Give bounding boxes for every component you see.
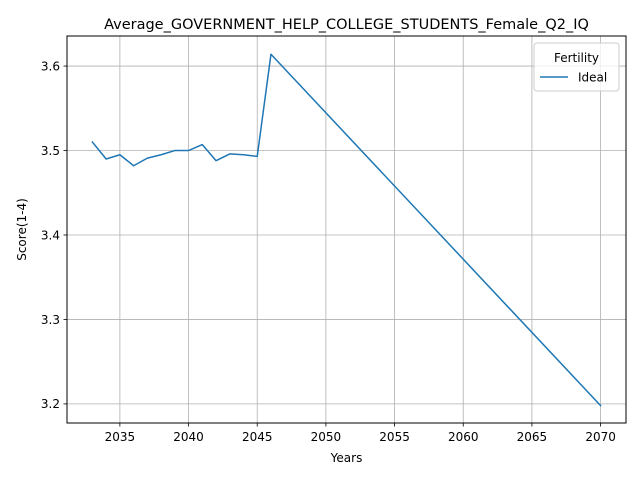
- legend-title: Fertility: [554, 51, 599, 65]
- plot-frame: [66, 35, 627, 424]
- grid: [67, 36, 626, 423]
- y-tick-label: 3.5: [41, 144, 60, 158]
- series-line-ideal: [91, 53, 602, 407]
- legend-box: [533, 42, 620, 92]
- y-tick-label: 3.4: [41, 228, 60, 242]
- legend-label-ideal: Ideal: [578, 71, 607, 85]
- x-tick-label: 2050: [311, 430, 342, 444]
- y-tick-label: 3.3: [41, 313, 60, 327]
- x-axis-label: Years: [330, 451, 363, 465]
- x-tick-label: 2035: [105, 430, 136, 444]
- x-tick-label: 2040: [173, 430, 204, 444]
- x-tick-label: 2070: [585, 430, 616, 444]
- y-tick-label: 3.2: [41, 397, 60, 411]
- ticks: 2035 2040 2045 2050 2055 2060 2065 2070 3.2 3.3 3.…: [41, 59, 616, 444]
- legend: Fertility Ideal: [533, 42, 620, 92]
- x-tick-label: 2045: [242, 430, 273, 444]
- y-axis-label: Score(1-4): [15, 198, 29, 261]
- y-tick-label: 3.6: [41, 59, 60, 73]
- x-tick-label: 2065: [517, 430, 548, 444]
- x-tick-label: 2055: [379, 430, 410, 444]
- chart-title: Average_GOVERNMENT_HELP_COLLEGE_STUDENTS…: [104, 17, 589, 33]
- x-tick-label: 2060: [448, 430, 479, 444]
- series-layer: [91, 53, 602, 407]
